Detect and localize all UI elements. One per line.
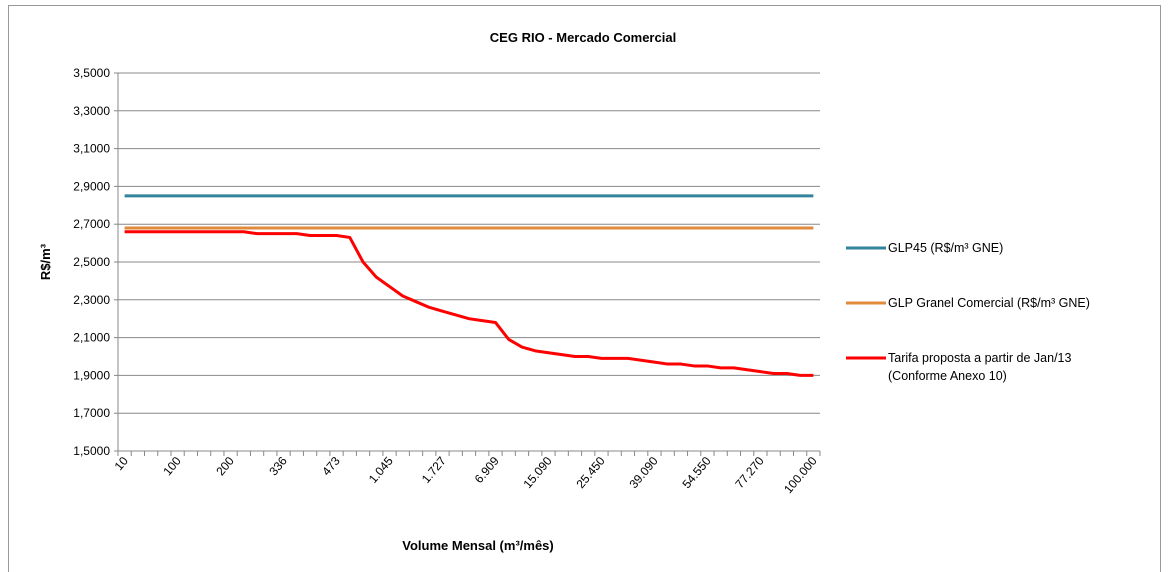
x-axis-title: Volume Mensal (m³/mês) (402, 538, 553, 553)
y-tick-label: 3,3000 (73, 104, 110, 118)
y-tick-label: 1,9000 (73, 368, 110, 382)
y-axis-title: R$/m³ (38, 243, 53, 280)
legend-label: GLP45 (R$/m³ GNE) (888, 241, 1004, 255)
legend-label: GLP Granel Comercial (R$/m³ GNE) (888, 296, 1090, 310)
y-tick-label: 1,5000 (73, 444, 110, 458)
y-tick-label: 2,1000 (73, 331, 110, 345)
chart-title: CEG RIO - Mercado Comercial (490, 30, 676, 45)
y-tick-label: 2,9000 (73, 179, 110, 193)
y-tick-label: 2,5000 (73, 255, 110, 269)
chart-border (8, 5, 1161, 572)
series-line (124, 230, 814, 377)
y-tick-label: 2,7000 (73, 217, 110, 231)
y-tick-label: 3,1000 (73, 142, 110, 156)
y-tick-label: 1,7000 (73, 406, 110, 420)
legend-label: Tarifa proposta a partir de Jan/13 (Conf… (888, 351, 1072, 383)
y-tick-label: 2,3000 (73, 293, 110, 307)
y-tick-label: 3,5000 (73, 66, 110, 80)
